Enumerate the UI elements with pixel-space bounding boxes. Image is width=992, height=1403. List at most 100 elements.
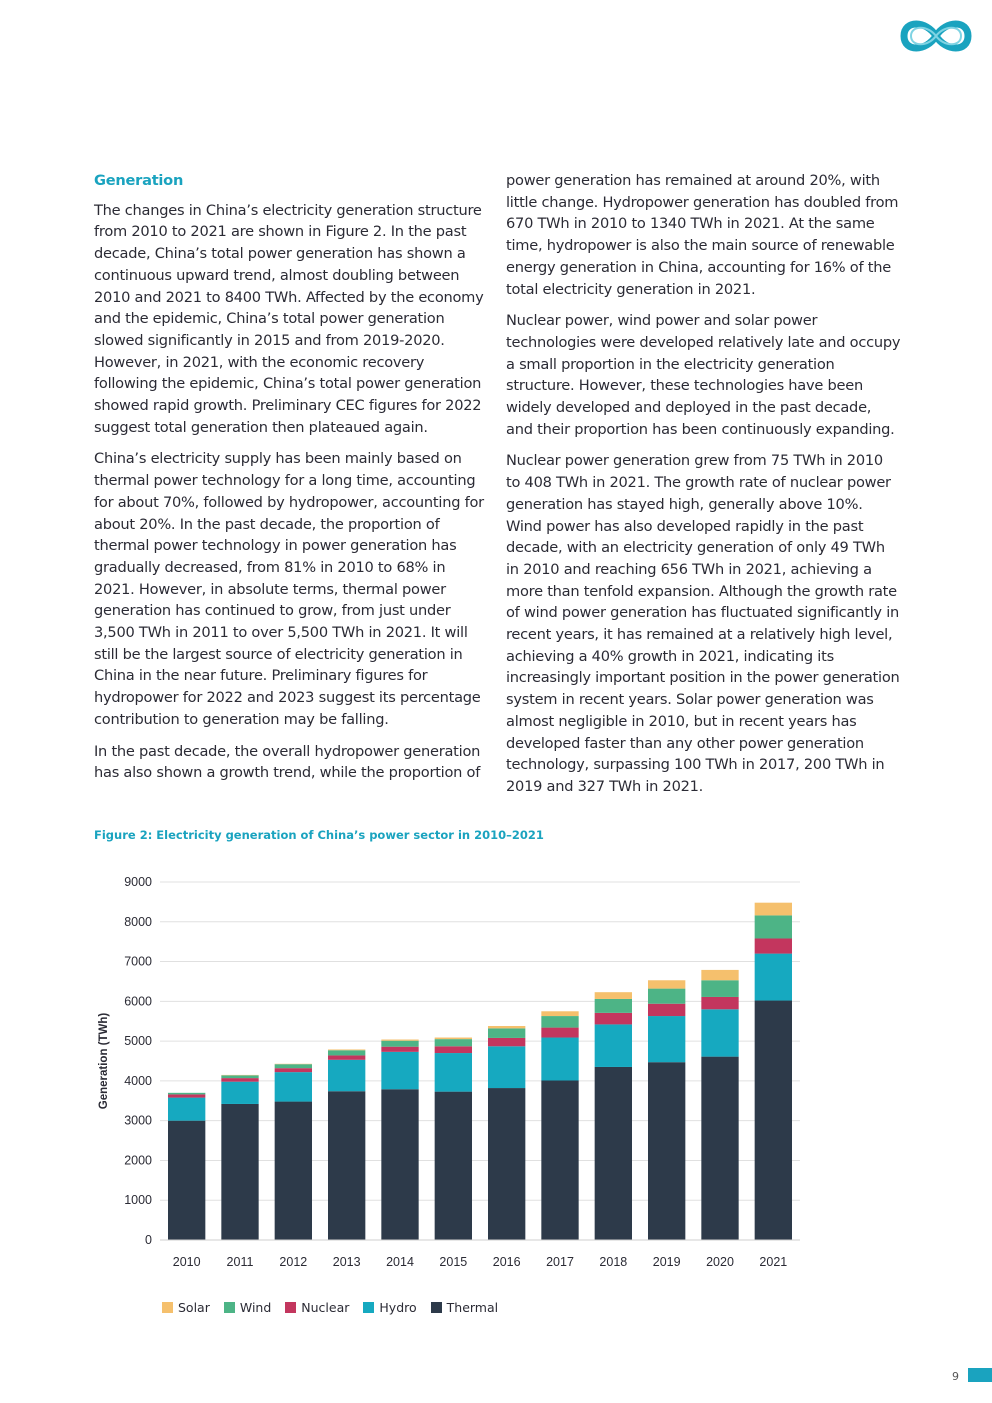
y-tick-label: 0 <box>145 1233 152 1247</box>
bar-segment-wind <box>434 1039 472 1047</box>
bar-segment-nuclear <box>434 1046 472 1054</box>
bar-segment-hydro <box>488 1046 526 1089</box>
bar-segment-hydro <box>648 1016 686 1063</box>
x-tick-label: 2011 <box>227 1255 254 1269</box>
paragraph: In the past decade, the overall hydropow… <box>94 742 481 782</box>
bar-segment-nuclear <box>381 1046 419 1052</box>
legend-item-solar: Solar <box>162 1300 210 1315</box>
bar-segment-solar <box>434 1037 472 1040</box>
bar-segment-wind <box>754 915 792 939</box>
chart-legend: Solar Wind Nuclear Hydro Thermal <box>162 1300 498 1315</box>
legend-item-thermal: Thermal <box>430 1300 499 1315</box>
x-tick-label: 2016 <box>493 1255 521 1269</box>
legend-swatch <box>223 1302 235 1313</box>
bar-segment-wind <box>594 998 632 1013</box>
bar-segment-solar <box>328 1049 366 1051</box>
y-tick-label: 1000 <box>124 1193 152 1207</box>
bar-segment-thermal <box>541 1080 579 1240</box>
legend-label: Hydro <box>379 1300 417 1315</box>
paragraph: Nuclear power generation grew from 75 TW… <box>506 452 900 795</box>
legend-item-wind: Wind <box>223 1300 272 1315</box>
legend-swatch <box>363 1302 375 1313</box>
bar-segment-nuclear <box>274 1068 312 1073</box>
bar-segment-nuclear <box>701 996 739 1010</box>
section-heading: Generation <box>94 172 184 189</box>
y-tick-label: 8000 <box>124 915 152 929</box>
right-column: power generation has remained at around … <box>506 170 901 808</box>
bar-segment-solar <box>594 992 632 999</box>
bar-segment-hydro <box>754 953 792 1001</box>
stacked-bar-chart: 0 1000 2000 3000 4000 5000 6000 7000 8000 9000 Gen… <box>98 875 800 1269</box>
legend-label: Wind <box>239 1300 272 1315</box>
bar-segment-thermal <box>754 1000 792 1240</box>
bar-segment-nuclear <box>168 1094 206 1098</box>
bar-segment-hydro <box>594 1024 632 1067</box>
bar-segment-nuclear <box>754 938 792 954</box>
paragraph: China’s electricity supply has been main… <box>94 450 484 728</box>
bar-segment-hydro <box>381 1051 419 1090</box>
bar-segment-wind <box>541 1016 579 1028</box>
bar-segment-solar <box>488 1025 526 1029</box>
bar-segment-thermal <box>594 1066 632 1240</box>
x-tick-label: 2017 <box>546 1255 574 1269</box>
bar-segment-nuclear <box>488 1037 526 1047</box>
legend-swatch <box>162 1302 173 1313</box>
x-tick-label: 2018 <box>599 1255 627 1269</box>
bar-segment-wind <box>701 980 739 997</box>
legend-swatch <box>285 1302 297 1313</box>
legend-label: Solar <box>178 1300 210 1315</box>
y-tick-label: 4000 <box>124 1074 152 1088</box>
bar-segment-wind <box>168 1092 206 1095</box>
x-tick-label: 2012 <box>279 1255 307 1269</box>
bar-segment-hydro <box>221 1081 259 1104</box>
legend-label: Thermal <box>446 1300 499 1315</box>
legend-swatch <box>430 1302 442 1313</box>
y-axis-label: Generation (TWh) <box>98 1013 110 1110</box>
bar-segment-wind <box>648 988 686 1004</box>
bar-segment-thermal <box>381 1089 419 1240</box>
bar-segment-wind <box>328 1050 366 1056</box>
bar-segment-hydro <box>168 1097 206 1121</box>
bar-segment-nuclear <box>594 1012 632 1025</box>
figure-caption: Figure 2: Electricity generation of Chin… <box>94 828 544 842</box>
y-tick-label: 2000 <box>124 1153 152 1167</box>
bar-segment-solar <box>701 969 739 981</box>
paragraph: Nuclear power, wind power and solar powe… <box>506 312 901 438</box>
bar-segment-solar <box>648 980 686 989</box>
bar-segment-solar <box>381 1039 419 1041</box>
bar-segment-hydro <box>274 1072 312 1102</box>
x-tick-label: 2013 <box>333 1255 361 1269</box>
bar-segment-thermal <box>488 1088 526 1240</box>
bar-segment-wind <box>221 1075 259 1079</box>
bar-segment-hydro <box>434 1053 472 1092</box>
legend-item-nuclear: Nuclear <box>285 1300 349 1315</box>
y-tick-label: 7000 <box>124 955 152 969</box>
bar-segment-nuclear <box>328 1055 366 1060</box>
bar-segment-hydro <box>541 1037 579 1081</box>
bar-segment-hydro <box>701 1009 739 1057</box>
bar-segment-thermal <box>648 1062 686 1240</box>
page-tab-marker <box>968 1368 992 1382</box>
x-tick-label: 2010 <box>173 1255 201 1269</box>
x-tick-label: 2014 <box>386 1255 414 1269</box>
bar-segment-thermal <box>221 1103 259 1240</box>
legend-label: Nuclear <box>301 1300 350 1315</box>
bar-segment-nuclear <box>648 1003 686 1017</box>
bar-segment-solar <box>541 1011 579 1017</box>
bar-segment-thermal <box>168 1120 206 1240</box>
bar-segment-solar <box>754 902 792 916</box>
y-tick-label: 5000 <box>124 1034 152 1048</box>
bar-segment-wind <box>488 1028 526 1038</box>
y-tick-label: 3000 <box>124 1114 152 1128</box>
bar-segment-thermal <box>701 1056 739 1240</box>
bar-segment-thermal <box>434 1091 472 1240</box>
y-tick-label: 9000 <box>124 875 152 889</box>
bar-segment-nuclear <box>221 1078 259 1082</box>
page-number: 9 <box>952 1370 959 1383</box>
infinity-logo-icon <box>898 14 974 58</box>
x-tick-label: 2015 <box>439 1255 467 1269</box>
bar-segment-wind <box>274 1064 312 1069</box>
bar-segment-thermal <box>328 1091 366 1240</box>
bar-segment-thermal <box>274 1101 312 1240</box>
bar-segment-wind <box>381 1040 419 1047</box>
